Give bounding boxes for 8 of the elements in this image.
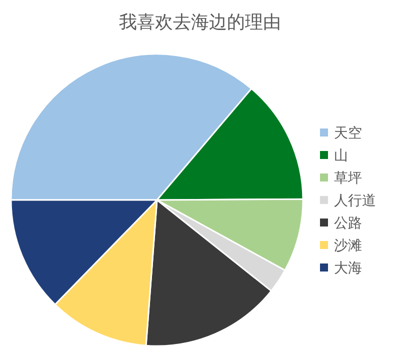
legend-label: 草坪 xyxy=(334,170,362,186)
legend-label: 大海 xyxy=(334,260,362,276)
legend-label: 公路 xyxy=(334,216,362,232)
legend-label: 人行道 xyxy=(334,193,376,209)
chart-title: 我喜欢去海边的理由 xyxy=(119,12,281,33)
legend-label: 沙滩 xyxy=(334,238,362,254)
legend-label: 天空 xyxy=(334,126,362,142)
legend-label: 山 xyxy=(334,148,348,164)
